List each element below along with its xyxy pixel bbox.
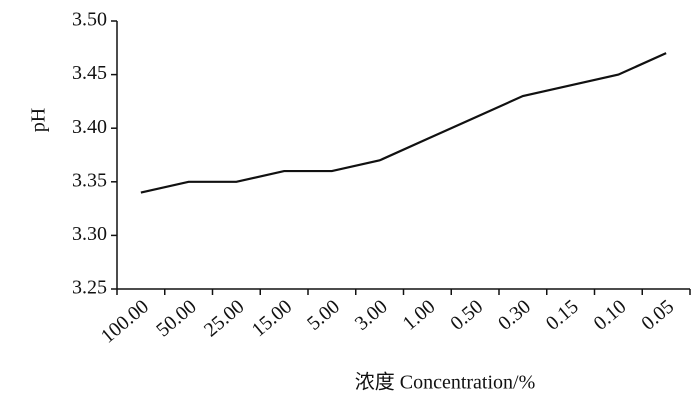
x-tick-label: 0.10 <box>590 295 631 334</box>
x-tick-label: 3.00 <box>351 295 392 334</box>
y-tick-label: 3.45 <box>72 62 107 84</box>
x-tick-label: 0.50 <box>446 295 487 334</box>
x-tick-label: 5.00 <box>303 295 344 334</box>
data-line <box>140 52 667 194</box>
y-tick-label: 3.50 <box>72 9 107 31</box>
x-tick-label: 1.00 <box>399 295 440 334</box>
y-tick-label: 3.25 <box>72 277 107 299</box>
x-tick-label: 0.30 <box>494 295 535 334</box>
x-tick-label: 100.00 <box>97 295 153 347</box>
x-tick-label: 0.15 <box>542 295 583 334</box>
y-tick-label: 3.30 <box>72 223 107 245</box>
x-tick-label: 50.00 <box>152 295 201 341</box>
y-axis-label: pH <box>28 108 50 132</box>
y-tick-label: 3.40 <box>72 116 107 138</box>
x-tick-label: 0.05 <box>637 295 678 334</box>
x-axis-label: 浓度 Concentration/% <box>355 371 536 394</box>
x-tick-label: 25.00 <box>200 295 249 341</box>
y-tick-label: 3.35 <box>72 169 107 191</box>
x-tick-label: 15.00 <box>248 295 297 341</box>
